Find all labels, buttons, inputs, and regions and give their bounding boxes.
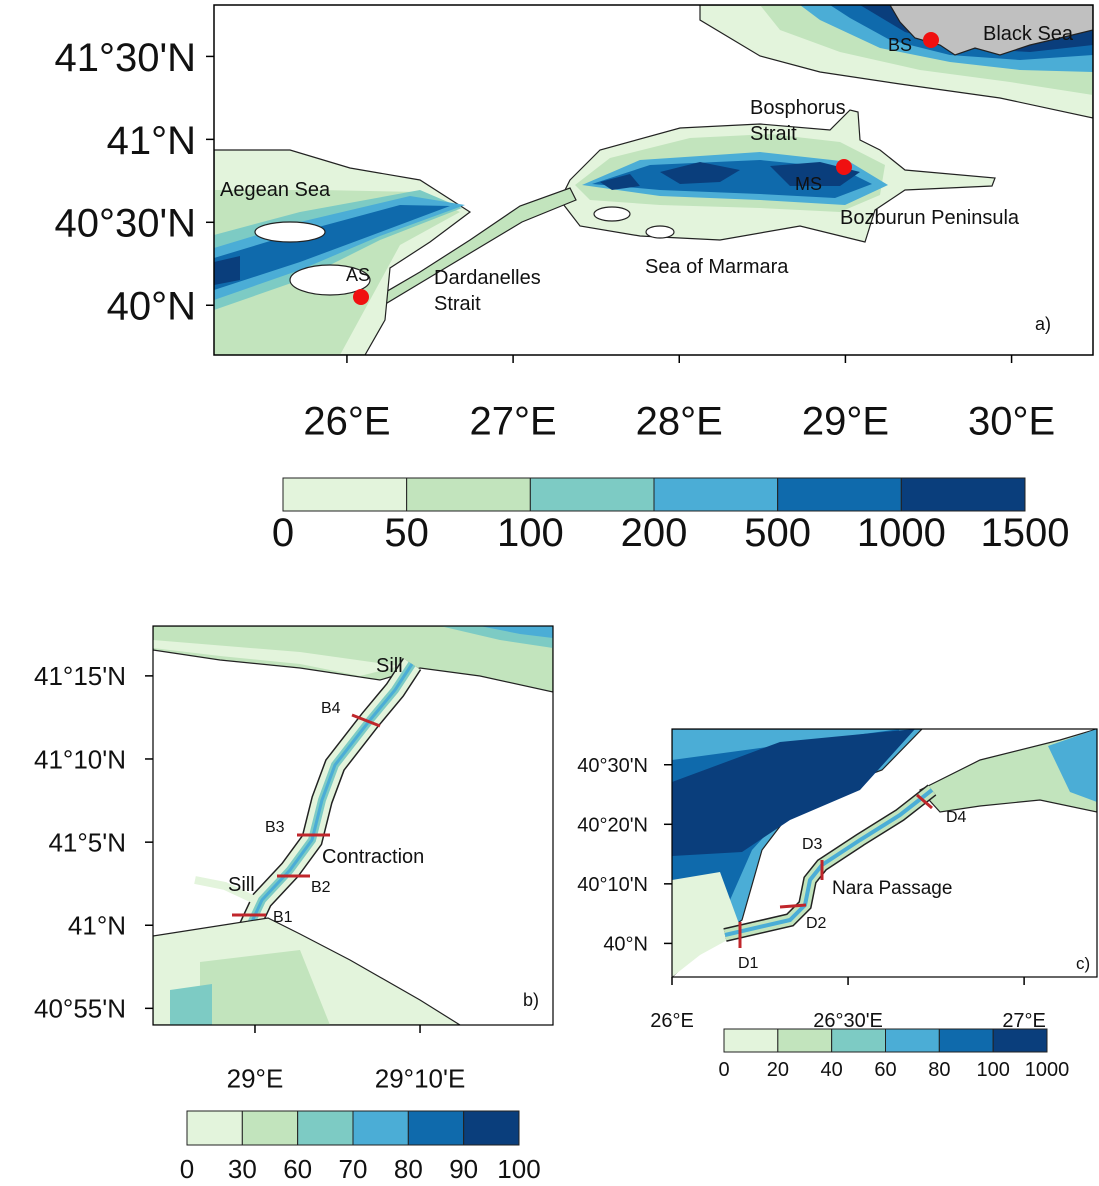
section-line (780, 905, 806, 907)
colorbar-label: 0 (718, 1059, 729, 1081)
station-marker (836, 159, 852, 175)
colorbar-swatch (408, 1111, 463, 1145)
station-label: BS (888, 35, 912, 55)
map-c (672, 729, 1097, 977)
panel-label: b) (523, 990, 539, 1010)
x-tick-label: 28°E (636, 399, 723, 443)
x-tick-label: 29°10'E (375, 1063, 466, 1093)
place-label: Nara Passage (832, 878, 952, 899)
colorbar-label: 0 (180, 1154, 194, 1184)
panel-label: c) (1076, 954, 1090, 973)
colorbar-label: 50 (384, 511, 429, 555)
y-tick-label: 40°20'N (577, 815, 648, 837)
section-label: B1 (273, 909, 293, 926)
section-label: B4 (321, 700, 341, 717)
colorbar-swatch (187, 1111, 242, 1145)
x-tick-label: 26°E (303, 399, 390, 443)
colorbar-swatch (654, 478, 778, 511)
y-tick-label: 41°30'N (54, 36, 196, 80)
section-label: D2 (806, 915, 827, 932)
x-tick-label: 29°E (227, 1063, 284, 1093)
colorbar-label: 1500 (981, 511, 1070, 555)
colorbar-label: 30 (228, 1154, 257, 1184)
colorbar-swatch (778, 1029, 832, 1052)
map-a (214, 5, 1093, 355)
colorbar-label: 500 (744, 511, 811, 555)
colorbar-swatch (778, 478, 902, 511)
y-tick-label: 40°30'N (577, 755, 648, 777)
figure: 40°N 40°30'N 41°N 41°30'N 26°E 27°E 28°E 29°E 30… (0, 0, 1099, 1186)
y-tick-label: 41°N (107, 119, 196, 163)
y-tick-label: 40°55'N (34, 994, 126, 1024)
colorbar-swatch (464, 1111, 519, 1145)
section-label: B2 (311, 879, 331, 896)
colorbar-swatch (353, 1111, 408, 1145)
x-tick-label: 26°E (650, 1010, 694, 1032)
place-label: Strait (750, 123, 797, 145)
colorbar-swatch (530, 478, 654, 511)
place-label: Dardanelles (434, 267, 541, 289)
colorbar-swatch (886, 1029, 940, 1052)
y-tick-label: 41°5'N (48, 828, 126, 858)
colorbar-swatch (242, 1111, 297, 1145)
y-tick-label: 40°10'N (577, 874, 648, 896)
place-label: Contraction (322, 846, 424, 868)
colorbar-label: 1000 (857, 511, 946, 555)
colorbar-label: 1000 (1025, 1059, 1070, 1081)
colorbar-label: 60 (283, 1154, 312, 1184)
colorbar-label: 100 (497, 1154, 540, 1184)
place-label: Black Sea (983, 23, 1074, 45)
colorbar-swatch (283, 478, 407, 511)
colorbar-label: 90 (449, 1154, 478, 1184)
station-label: MS (795, 174, 822, 194)
place-label: Bosphorus (750, 97, 846, 119)
colorbar-swatch (724, 1029, 778, 1052)
colorbar-label: 20 (767, 1059, 789, 1081)
y-tick-label: 40°30'N (54, 202, 196, 246)
y-tick-label: 41°N (68, 911, 126, 941)
colorbar-swatch (407, 478, 531, 511)
colorbar-label: 100 (497, 511, 564, 555)
x-tick-label: 29°E (802, 399, 889, 443)
station-marker (923, 32, 939, 48)
section-label: D1 (738, 955, 759, 972)
map-b (153, 626, 553, 1025)
y-tick-label: 40°N (603, 934, 648, 956)
y-tick-label: 41°10'N (34, 744, 126, 774)
colorbar-label: 40 (821, 1059, 843, 1081)
section-label: B3 (265, 819, 285, 836)
panel-label: a) (1035, 314, 1051, 334)
section-label: D3 (802, 836, 823, 853)
y-tick-label: 40°N (107, 285, 196, 329)
station-marker (353, 289, 369, 305)
colorbar-label: 0 (272, 511, 294, 555)
place-label: Sill (228, 874, 255, 896)
colorbar-label: 80 (928, 1059, 950, 1081)
colorbar-swatch (939, 1029, 993, 1052)
colorbar-label: 100 (976, 1059, 1009, 1081)
place-label: Aegean Sea (220, 179, 331, 201)
colorbar-label: 80 (394, 1154, 423, 1184)
station-label: AS (346, 265, 370, 285)
place-label: Bozburun Peninsula (840, 207, 1020, 229)
colorbar-swatch (993, 1029, 1047, 1052)
x-tick-label: 30°E (968, 399, 1055, 443)
colorbar-label: 60 (874, 1059, 896, 1081)
colorbar-swatch (832, 1029, 886, 1052)
colorbar-swatch (298, 1111, 353, 1145)
place-label: Strait (434, 293, 481, 315)
colorbar-swatch (901, 478, 1025, 511)
x-tick-label: 27°E (470, 399, 557, 443)
colorbar-label: 70 (339, 1154, 368, 1184)
colorbar-label: 200 (621, 511, 688, 555)
y-tick-label: 41°15'N (34, 661, 126, 691)
place-label: Sea of Marmara (645, 256, 789, 278)
section-label: D4 (946, 809, 967, 826)
place-label: Sill (376, 655, 403, 677)
